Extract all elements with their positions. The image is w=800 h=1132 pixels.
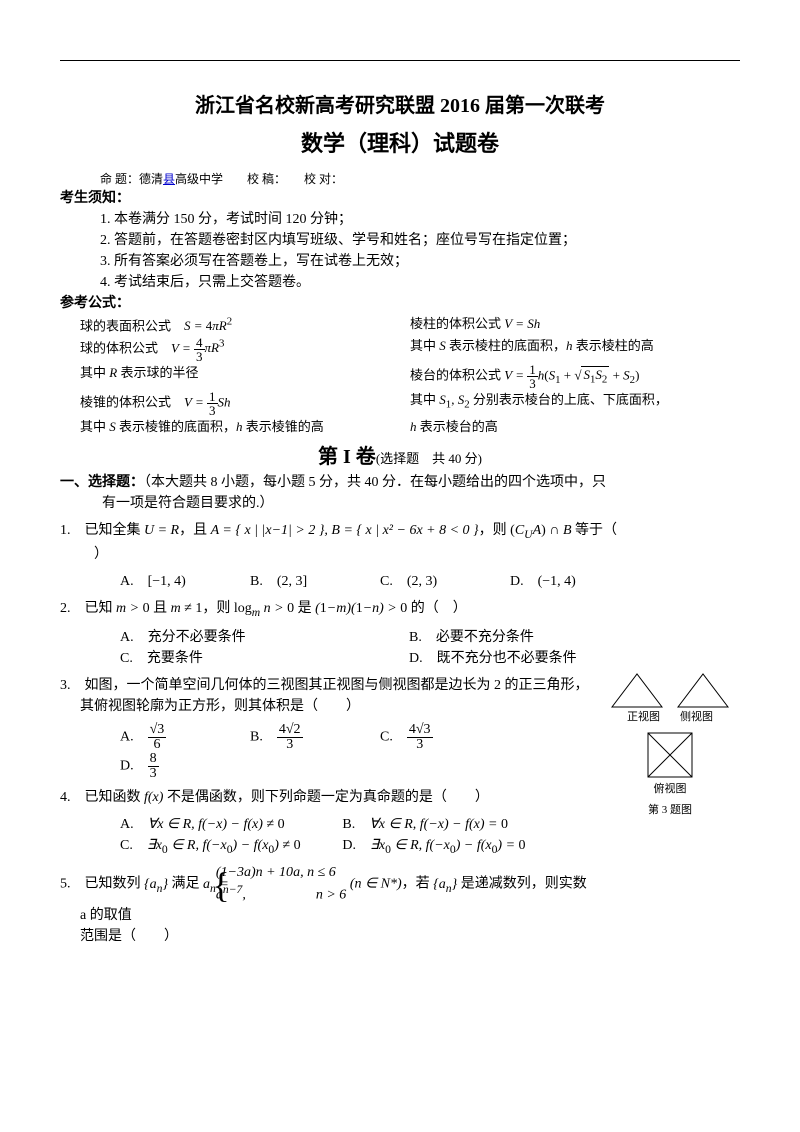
- formula-row-1: 球的表面积公式 S = 4πR2 棱柱的体积公式 V = Sh: [60, 314, 740, 336]
- formula-row-5: 其中 S 表示棱锥的底面积，h 表示棱锥的高 h 表示棱台的高: [60, 417, 740, 437]
- credit-link[interactable]: 县: [163, 172, 175, 186]
- credit-prefix: 命 题：德清: [100, 172, 163, 186]
- q2-opt-b: B. 必要不充分条件: [409, 627, 698, 648]
- question-2: 2. 已知 m > 0 且 m ≠ 1，则 logm n > 0 是 (1−m)…: [60, 598, 740, 621]
- formula-frustum-note1: 其中 S1, S2 分别表示棱台的上底、下底面积，: [410, 390, 740, 417]
- notice-item: 2. 答题前，在答题卷密封区内填写班级、学号和姓名；座位号写在指定位置；: [100, 230, 740, 251]
- q3-figure: 正视图 侧视图 俯视图 第 3 题图: [600, 669, 740, 819]
- q3-opt-a: A. √36: [120, 723, 250, 752]
- notice-item: 3. 所有答案必须写在答题卷上，写在试卷上无效；: [100, 251, 740, 272]
- formula-sphere-area: 球的表面积公式 S = 4πR2: [60, 314, 410, 336]
- q1-math-sets: A = { x | |x−1| > 2 }, B = { x | x² − 6x…: [211, 523, 479, 538]
- q1-stem-e: ，则 (CUA) ∩ B 等于（: [479, 523, 631, 538]
- notice-item: 1. 本卷满分 150 分，考试时间 120 分钟；: [100, 209, 740, 230]
- q5-line3: 范围是（ ）: [80, 926, 740, 947]
- q5-line2: a 的取值: [80, 905, 740, 926]
- formula-row-4: 棱锥的体积公式 V = 13Sh 其中 S1, S2 分别表示棱台的上底、下底面…: [60, 390, 740, 417]
- q4-opt-a: A. ∀x ∈ R, f(−x) − f(x) ≠ 0: [120, 814, 342, 835]
- formula-frustum-note2: h 表示棱台的高: [410, 417, 740, 437]
- q5-piece-2: an−7, n > 6: [236, 882, 346, 905]
- question-5: 5. 已知数列 {an} 满足 an = { (1−3a)n + 10a, n …: [60, 864, 740, 947]
- part-1-heading-main: 第 I 卷: [318, 446, 376, 468]
- q1-opt-a: A. [−1, 4): [120, 571, 250, 592]
- q1-opt-c: C. (2, 3): [380, 571, 510, 592]
- credit-suffix: 高级中学 校 稿： 校 对：: [175, 172, 343, 186]
- q4-opt-d: D. ∃x0 ∈ R, f(−x0) − f(x0) = 0: [342, 835, 564, 858]
- q4-opt-c: C. ∃x0 ∈ R, f(−x0) − f(x0) ≠ 0: [120, 835, 342, 858]
- notice-heading: 考生须知：: [60, 188, 740, 209]
- formulas-heading: 参考公式：: [60, 293, 740, 314]
- formula-prism-vol: 棱柱的体积公式 V = Sh: [410, 314, 740, 336]
- q1-options: A. [−1, 4) B. (2, 3] C. (2, 3) D. (−1, 4…: [60, 571, 740, 592]
- exam-title-main: 浙江省名校新高考研究联盟 2016 届第一次联考: [60, 91, 740, 121]
- notice-item: 4. 考试结束后，只需上交答题卷。: [100, 272, 740, 293]
- q1-stem-a: 1. 已知全集: [60, 523, 144, 538]
- formula-pyramid-note: 其中 S 表示棱锥的底面积，h 表示棱锥的高: [60, 417, 410, 437]
- q3-options: A. √36 B. 4√23 C. 4√33 D. 83: [60, 723, 592, 781]
- q5-piece-1: (1−3a)n + 10a, n ≤ 6: [236, 864, 346, 882]
- page-top-rule: [60, 60, 740, 61]
- q1-opt-b: B. (2, 3]: [250, 571, 380, 592]
- top-view-label: 俯视图: [600, 781, 740, 798]
- formula-row-2: 球的体积公式 V = 43πR3 其中 S 表示棱柱的底面积，h 表示棱柱的高: [60, 336, 740, 363]
- q1-stem-c: ，且: [179, 523, 211, 538]
- formula-sphere-vol: 球的体积公式 V = 43πR3: [60, 336, 410, 363]
- top-view-icon: [644, 729, 696, 781]
- q3-opt-c: C. 4√33: [380, 723, 510, 752]
- formula-sphere-note: 其中 R 表示球的半径: [60, 363, 410, 390]
- figure-caption: 第 3 题图: [600, 802, 740, 819]
- q1-opt-d: D. (−1, 4): [510, 571, 640, 592]
- part-1-heading-sub: (选择题 共 40 分): [376, 451, 482, 466]
- question-1: 1. 已知全集 U = R，且 A = { x | |x−1| > 2 }, B…: [60, 520, 740, 564]
- q2-opt-c: C. 充要条件: [120, 648, 409, 669]
- front-view-label: 正视图: [627, 709, 660, 726]
- formula-pyramid-vol: 棱锥的体积公式 V = 13Sh: [60, 390, 410, 417]
- q2-opt-a: A. 充分不必要条件: [120, 627, 409, 648]
- side-view-label: 侧视图: [680, 709, 713, 726]
- section-1-heading: 一、选择题：（本大题共 8 小题，每小题 5 分，共 40 分．在每小题给出的四…: [60, 472, 740, 514]
- q4-opt-b: B. ∀x ∈ R, f(−x) − f(x) = 0: [342, 814, 564, 835]
- exam-title-sub: 数学（理科）试题卷: [60, 127, 740, 160]
- notice-list: 1. 本卷满分 150 分，考试时间 120 分钟； 2. 答题前，在答题卷密封…: [60, 209, 740, 293]
- part-1-heading: 第 I 卷(选择题 共 40 分): [60, 442, 740, 472]
- q2-opt-d: D. 既不充分也不必要条件: [409, 648, 698, 669]
- q2-options: A. 充分不必要条件 B. 必要不充分条件 C. 充要条件 D. 既不充分也不必…: [60, 627, 740, 669]
- q1-math-u: U = R: [144, 523, 179, 538]
- front-view-icon: [607, 669, 667, 709]
- q3-opt-b: B. 4√23: [250, 723, 380, 752]
- formula-row-3: 其中 R 表示球的半径 棱台的体积公式 V = 13h(S1 + √S1S2 +…: [60, 363, 740, 390]
- formula-prism-note: 其中 S 表示棱柱的底面积，h 表示棱柱的高: [410, 336, 740, 363]
- side-view-icon: [673, 669, 733, 709]
- formula-frustum-vol: 棱台的体积公式 V = 13h(S1 + √S1S2 + S2): [410, 363, 740, 390]
- credit-line: 命 题：德清县高级中学 校 稿： 校 对：: [60, 170, 740, 188]
- q4-options: A. ∀x ∈ R, f(−x) − f(x) ≠ 0 B. ∀x ∈ R, f…: [60, 814, 592, 858]
- q3-opt-d: D. 83: [120, 752, 250, 781]
